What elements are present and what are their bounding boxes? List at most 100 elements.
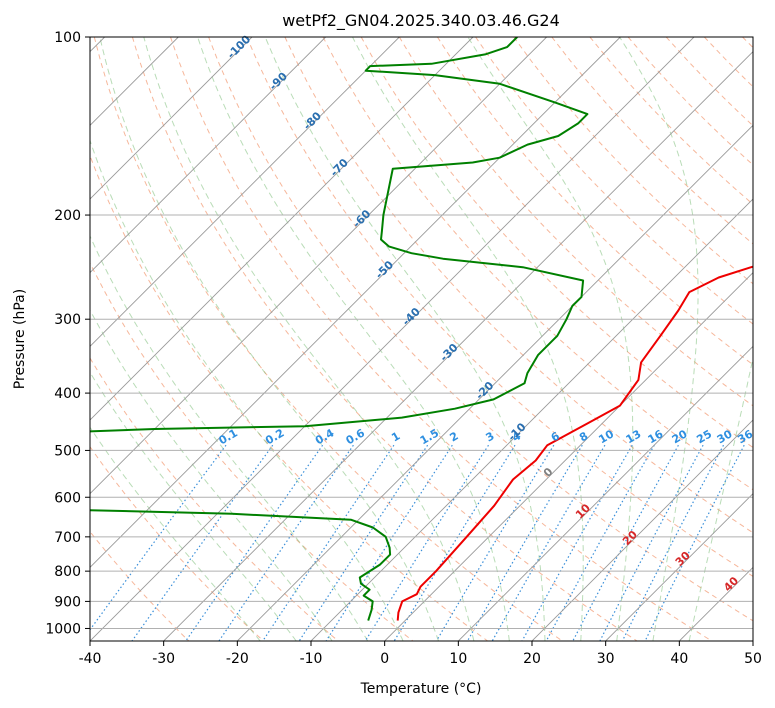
x-tick-label: 40 <box>670 651 688 667</box>
mixing-ratio-label: 30 <box>715 427 735 446</box>
isotherm <box>531 419 753 641</box>
dry-adiabat <box>90 530 190 641</box>
chart-title: wetPf2_GN04.2025.340.03.46.G24 <box>282 11 560 31</box>
isotherm-label: -40 <box>400 305 423 328</box>
mixing-ratio-label: 10 <box>596 427 616 446</box>
isotherm <box>237 124 753 641</box>
moist-adiabat <box>90 309 333 641</box>
y-tick-label: 300 <box>54 312 81 328</box>
isotherm-label: 20 <box>620 528 640 548</box>
dry-adiabat <box>742 37 753 49</box>
moist-adiabat <box>90 426 261 641</box>
mixing-ratio-line <box>218 444 354 641</box>
mixing-ratio-line <box>435 444 555 641</box>
mixing-ratio-label: 0.1 <box>216 426 239 447</box>
y-tick-label: 900 <box>54 594 81 610</box>
mixing-ratio-label: 25 <box>694 427 714 446</box>
isotherm <box>752 640 753 641</box>
dry-adiabat <box>208 37 753 622</box>
moist-adiabat <box>99 37 439 641</box>
temperature-profile <box>396 265 753 621</box>
isotherm <box>90 37 547 495</box>
y-tick-label: 400 <box>54 386 81 402</box>
isotherm-label: -80 <box>301 109 324 132</box>
y-tick-label: 1000 <box>45 621 81 637</box>
dry-adiabat <box>131 37 638 641</box>
isotherm-label: 30 <box>673 549 693 569</box>
isotherm <box>163 51 753 641</box>
x-tick-label: -10 <box>300 651 323 667</box>
y-tick-label: 600 <box>54 490 81 506</box>
x-tick-label: 10 <box>449 651 467 667</box>
dry-adiabat <box>398 37 753 407</box>
x-tick-label: 0 <box>380 651 389 667</box>
x-tick-label: 30 <box>597 651 615 667</box>
mixing-ratio-line <box>364 444 490 641</box>
dry-adiabat <box>90 357 339 641</box>
isotherm <box>90 37 400 347</box>
isotherm <box>458 345 753 641</box>
isotherm-label: -10 <box>505 420 528 443</box>
mixing-ratio-line <box>521 444 633 641</box>
dry-adiabat <box>436 37 753 366</box>
x-axis-label: Temperature (°C) <box>360 681 482 697</box>
background-lines <box>90 37 753 641</box>
moist-adiabat <box>197 37 510 641</box>
isotherm-label: -60 <box>350 207 373 230</box>
dry-adiabat <box>703 37 753 88</box>
isotherm-label: -30 <box>437 341 460 364</box>
mixing-ratio-line <box>131 444 274 641</box>
y-tick-label: 500 <box>54 443 81 459</box>
profiles <box>90 37 753 621</box>
mixing-ratio-label: 13 <box>624 427 644 446</box>
moist-adiabat <box>619 37 699 641</box>
moist-adiabat <box>467 37 634 641</box>
mixing-ratio-line <box>545 444 655 641</box>
dewpoint-profile <box>90 37 589 621</box>
x-tick-label: -40 <box>79 651 102 667</box>
dry-adiabat <box>90 154 488 641</box>
y-tick-label: 200 <box>54 208 81 224</box>
mixing-ratio-line <box>644 444 745 641</box>
mixing-ratio-label: 6 <box>549 429 562 444</box>
y-axis-label: Pressure (hPa) <box>12 289 28 389</box>
mixing-ratio-line <box>90 444 227 631</box>
isotherm <box>605 493 753 641</box>
mixing-ratio-label: 36 <box>735 427 755 446</box>
x-tick-label: 20 <box>523 651 541 667</box>
moist-adiabat <box>90 234 369 641</box>
dry-adiabat <box>93 37 563 641</box>
dry-adiabat <box>170 37 712 641</box>
mixing-ratio-line <box>572 444 679 641</box>
dry-adiabat <box>90 445 264 641</box>
moist-adiabat <box>688 355 753 641</box>
isotherm-label: -70 <box>328 156 351 179</box>
mixing-ratio-label: 3 <box>484 429 497 444</box>
axis-ticks: -40 -30 -20 -10 0 10 20 30 40 5010020030040050060… <box>45 30 762 667</box>
mixing-ratio-label: 1 <box>389 429 402 444</box>
isotherm <box>90 37 621 568</box>
dry-adiabat <box>551 37 753 245</box>
isotherm <box>90 37 253 200</box>
mixing-ratio-line <box>262 444 395 641</box>
isotherm <box>90 37 326 274</box>
moist-adiabat <box>90 371 297 641</box>
isotherm <box>310 198 753 641</box>
moist-adiabat <box>352 37 584 641</box>
mixing-ratio-line <box>393 444 516 641</box>
mixing-ratio-label: 0.2 <box>263 426 286 447</box>
dry-adiabat <box>360 37 753 449</box>
isotherm <box>384 272 753 641</box>
overlay-labels: 0.1 0.2 0.4 0.6 1 1.5 2 3 4 6 8 10 13 16 20 25 30 36-100-… <box>216 32 755 594</box>
moist-adiabat <box>90 138 404 641</box>
y-tick-label: 100 <box>54 30 81 46</box>
mixing-ratio-line <box>325 444 453 641</box>
isotherm <box>90 37 474 421</box>
pressure-gridlines <box>90 37 753 629</box>
dry-adiabat <box>246 37 753 577</box>
x-tick-label: 50 <box>744 651 762 667</box>
mixing-ratio-label: 2 <box>448 429 461 444</box>
x-tick-label: -20 <box>226 651 249 667</box>
dry-adiabat <box>90 261 414 641</box>
